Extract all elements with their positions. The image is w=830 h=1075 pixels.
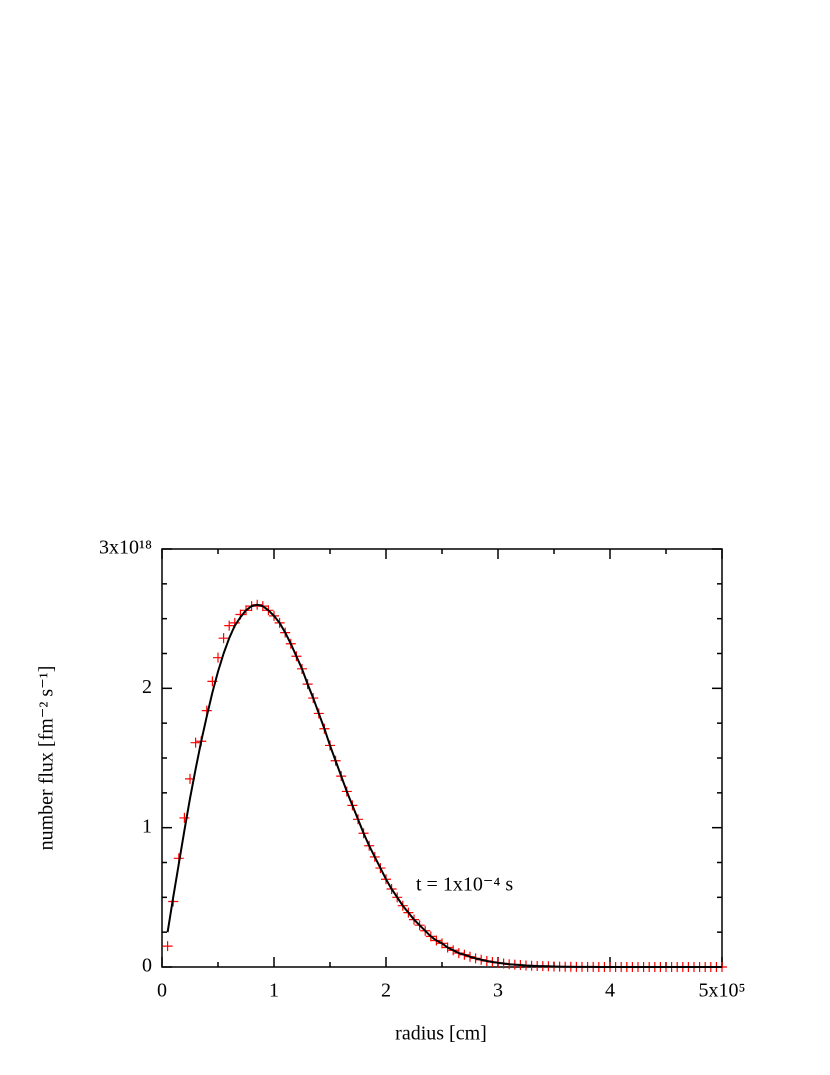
- marker: [190, 737, 201, 748]
- annotation: t = 1x10⁻⁴ s: [416, 874, 513, 896]
- y-tick-label: 2: [142, 676, 152, 698]
- x-tick-label: 2: [381, 980, 391, 1002]
- y-axis-title: number flux [fm⁻² s⁻¹]: [36, 666, 58, 851]
- y-tick-label: 3x10¹⁸: [99, 537, 152, 559]
- y-tick-label: 1: [142, 815, 152, 837]
- x-tick-label: 1: [269, 980, 279, 1002]
- x-axis-title: radius [cm]: [395, 1023, 487, 1045]
- x-tick-label: 5x10⁵: [699, 980, 746, 1002]
- marker: [179, 812, 190, 823]
- curve: [166, 603, 722, 968]
- y-tick-label: 0: [142, 955, 152, 977]
- marker: [218, 633, 229, 644]
- marker: [224, 620, 235, 631]
- x-tick-label: 4: [605, 980, 615, 1002]
- x-tick-label: 3: [493, 980, 503, 1002]
- x-tick-label: 0: [157, 980, 167, 1002]
- marker: [162, 941, 173, 952]
